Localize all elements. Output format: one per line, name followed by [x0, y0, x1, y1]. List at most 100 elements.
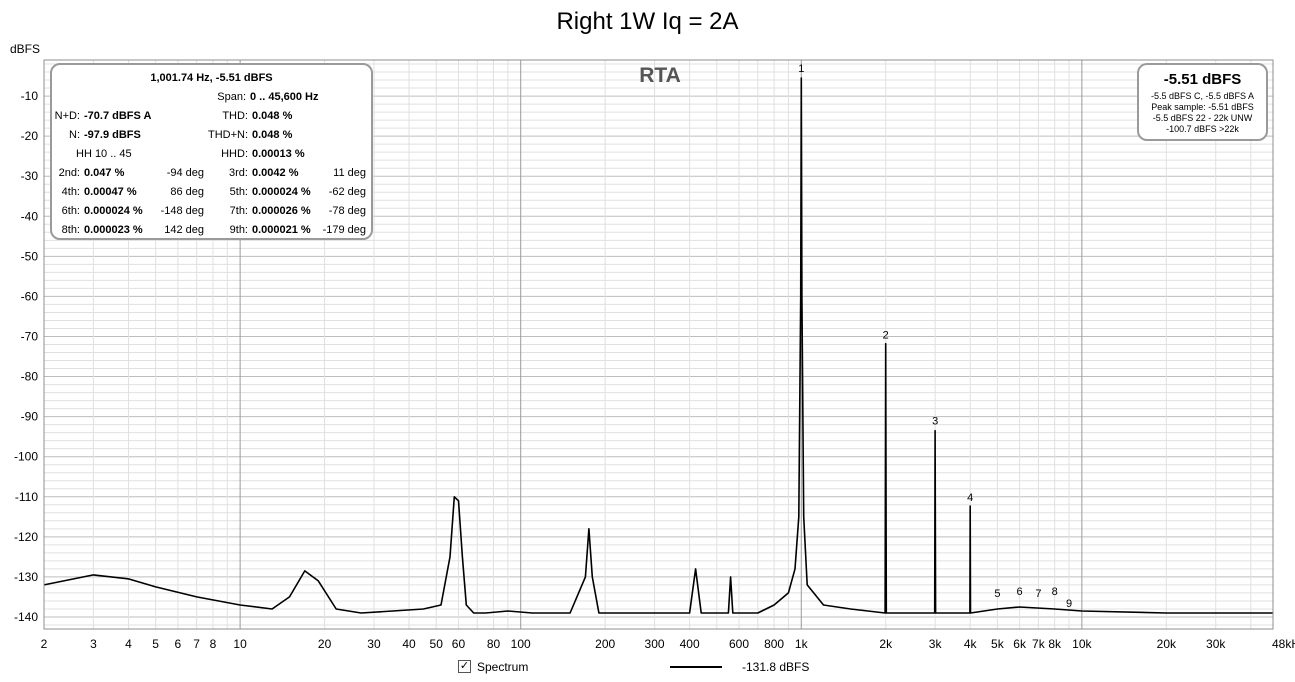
- harmonic-phase: 86 deg: [170, 186, 204, 198]
- harmonic-phase: 11 deg: [333, 167, 366, 179]
- harmonic-marker: 6: [1017, 586, 1023, 598]
- plot-area: 1 2 3 4 5 6 7 89: [43, 63, 1273, 614]
- y-tick-label: -90: [21, 410, 39, 424]
- info-row-span: Span: 0 .. 45,600 Hz: [52, 91, 371, 107]
- spectrum-trace: [43, 77, 1273, 614]
- x-tick-label: 6k: [1013, 637, 1027, 651]
- y-tick-label: -20: [21, 129, 39, 143]
- x-tick-label: 48kHz: [1272, 637, 1295, 651]
- legend-series-label[interactable]: Spectrum: [477, 660, 529, 674]
- thd-value: 0.048 %: [252, 110, 293, 122]
- harmonic-marker: 1: [798, 63, 804, 75]
- measurement-info-box[interactable]: 1,001.74 Hz, -5.51 dBFS Span: 0 .. 45,60…: [50, 63, 373, 240]
- harmonic-phase: -78 deg: [328, 205, 366, 217]
- harmonic-value: 0.047 %: [84, 167, 125, 179]
- thdn-label: THD+N:: [207, 129, 248, 141]
- nd-value: -70.7 dBFS A: [84, 110, 152, 122]
- y-tick-label: -40: [21, 209, 39, 223]
- thd-label: THD:: [222, 110, 248, 122]
- level-line: -5.5 dBFS 22 - 22k UNW: [1152, 113, 1253, 123]
- y-tick-label: -50: [21, 249, 39, 263]
- harmonic-marker: 7: [1035, 588, 1041, 600]
- x-tick-label: 20: [318, 637, 332, 651]
- info-row-n-thdn: N: -97.9 dBFS THD+N: 0.048 %: [52, 129, 371, 145]
- harmonic-row: 4th: 0.00047 % 86 deg 5th: 0.000024 % -6…: [52, 186, 371, 202]
- x-tick-label: 6: [175, 637, 182, 651]
- x-tick-label: 5k: [991, 637, 1005, 651]
- span-value: 0 .. 45,600 Hz: [250, 91, 319, 103]
- hh-label: HH 10 .. 45: [76, 148, 132, 160]
- x-tick-label: 8k: [1048, 637, 1062, 651]
- harmonic-marker: 4: [967, 492, 973, 504]
- level-meter-box[interactable]: -5.51 dBFS -5.5 dBFS C, -5.5 dBFS A Peak…: [1137, 63, 1268, 141]
- x-tick-label: 3k: [929, 637, 943, 651]
- harmonic-value: 0.000023 %: [84, 224, 143, 236]
- y-tick-label: -80: [21, 370, 39, 384]
- x-tick-label: 100: [511, 637, 531, 651]
- chart-title: Right 1W Iq = 2A: [556, 8, 739, 35]
- harmonic-value: 0.000021 %: [252, 224, 311, 236]
- harmonic-marker: 8: [1052, 586, 1058, 598]
- level-main: -5.51 dBFS: [1163, 71, 1242, 88]
- x-tick-label: 2: [41, 637, 48, 651]
- harmonic-value: 0.0042 %: [252, 167, 299, 179]
- level-line: -5.5 dBFS C, -5.5 dBFS A: [1150, 91, 1255, 101]
- harmonic-phase: -62 deg: [328, 186, 366, 198]
- harmonic-value: 0.000024 %: [252, 186, 311, 198]
- y-tick-label: -120: [14, 530, 38, 544]
- x-tick-label: 600: [729, 637, 749, 651]
- y-tick-label: -100: [14, 450, 38, 464]
- harmonic-label: 5th:: [229, 186, 248, 198]
- harmonic-phase: -94 deg: [166, 167, 204, 179]
- x-tick-label: 200: [595, 637, 615, 651]
- harmonic-label: 8th:: [61, 224, 80, 236]
- nd-label: N+D:: [54, 110, 80, 122]
- rta-label: RTA: [639, 64, 681, 87]
- harmonic-marker: 5: [994, 588, 1000, 600]
- harmonic-label: 6th:: [61, 205, 80, 217]
- y-tick-label: -30: [21, 169, 39, 183]
- harmonic-label: 2nd:: [58, 167, 80, 179]
- harmonic-marker: 2: [883, 329, 889, 341]
- harmonic-label: 4th:: [61, 186, 80, 198]
- harmonic-phase: 142 deg: [164, 224, 204, 236]
- y-axis-unit: dBFS: [10, 42, 41, 56]
- harmonic-label: 9th:: [229, 224, 248, 236]
- x-tick-label: 60: [452, 637, 466, 651]
- plot-frame: [43, 59, 1274, 630]
- x-tick-label: 3: [90, 637, 97, 651]
- x-tick-label: 2k: [879, 637, 893, 651]
- harmonic-phase: -148 deg: [160, 205, 204, 217]
- peak-readout: 1,001.74 Hz, -5.51 dBFS: [150, 72, 273, 84]
- x-tick-label: 30k: [1206, 637, 1226, 651]
- x-tick-label: 800: [764, 637, 784, 651]
- y-tick-label: -110: [15, 490, 38, 504]
- legend-series-value: -131.8 dBFS: [742, 660, 810, 674]
- n-value: -97.9 dBFS: [84, 129, 141, 141]
- x-tick-label: 1k: [795, 637, 809, 651]
- x-tick-label: 4: [125, 637, 132, 651]
- harmonic-phase: -179 deg: [322, 224, 366, 236]
- harmonic-row: 2nd: 0.047 % -94 deg 3rd: 0.0042 % 11 de…: [52, 167, 371, 183]
- x-tick-label: 10k: [1072, 637, 1092, 651]
- level-line: Peak sample: -5.51 dBFS: [1151, 102, 1254, 112]
- harmonic-row: 8th: 0.000023 % 142 deg 9th: 0.000021 % …: [52, 224, 371, 240]
- x-tick-label: 30: [367, 637, 381, 651]
- harmonic-marker: 9: [1066, 598, 1072, 610]
- n-label: N:: [69, 129, 80, 141]
- x-tick-label: 10: [233, 637, 247, 651]
- x-tick-label: 50: [430, 637, 444, 651]
- info-row-nd-thd: N+D: -70.7 dBFS A THD: 0.048 %: [52, 110, 371, 126]
- harmonic-value: 0.00047 %: [84, 186, 137, 198]
- info-row-hh: HH 10 .. 45 HHD: 0.00013 %: [52, 148, 371, 164]
- x-tick-label: 40: [402, 637, 416, 651]
- x-tick-label: 300: [645, 637, 665, 651]
- spectrum-checkbox[interactable]: ✓: [458, 660, 471, 673]
- x-tick-label: 80: [487, 637, 501, 651]
- info-row-peak: 1,001.74 Hz, -5.51 dBFS: [52, 72, 371, 88]
- harmonic-label: 3rd:: [229, 167, 248, 179]
- harmonic-marker: 3: [932, 416, 938, 428]
- harmonic-row: 6th: 0.000024 % -148 deg 7th: 0.000026 %…: [52, 205, 371, 221]
- y-tick-label: -70: [21, 329, 39, 343]
